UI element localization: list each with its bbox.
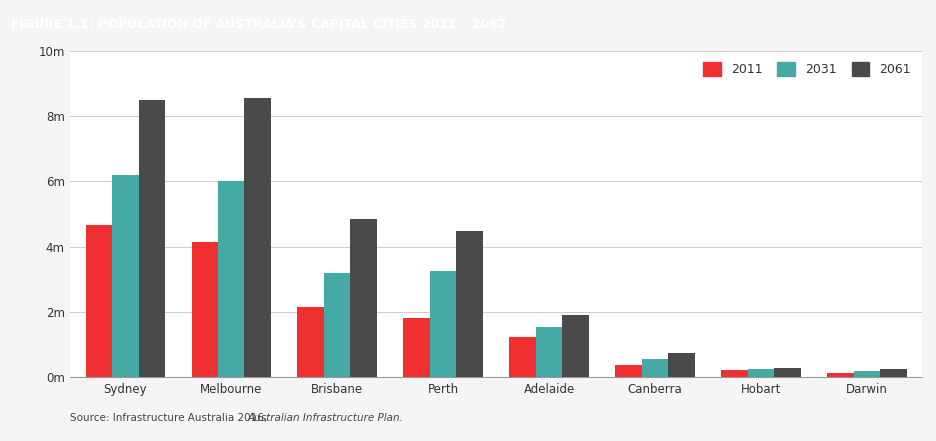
Bar — [350, 219, 377, 377]
Legend: 2011, 2031, 2061: 2011, 2031, 2061 — [698, 57, 915, 82]
Bar — [218, 181, 244, 377]
Bar — [112, 175, 139, 377]
Bar — [615, 365, 642, 377]
Bar — [430, 271, 457, 377]
Bar — [748, 369, 774, 377]
Text: Source: Infrastructure Australia 2016,: Source: Infrastructure Australia 2016, — [70, 413, 271, 423]
Bar — [722, 370, 748, 377]
Bar — [535, 327, 563, 377]
Text: Australian Infrastructure Plan.: Australian Infrastructure Plan. — [247, 413, 403, 423]
Bar — [457, 231, 483, 377]
Bar — [85, 225, 112, 377]
Bar — [244, 98, 271, 377]
Bar — [642, 359, 668, 377]
Bar — [324, 273, 350, 377]
Bar — [509, 337, 535, 377]
Text: FIGURE 1.1: POPULATION OF AUSTRALIA’S CAPITAL CITIES 2011 – 2062: FIGURE 1.1: POPULATION OF AUSTRALIA’S CA… — [11, 18, 506, 30]
Bar — [668, 353, 695, 377]
Bar — [827, 373, 854, 377]
Bar — [774, 368, 800, 377]
Bar — [563, 315, 589, 377]
Bar — [880, 369, 907, 377]
Bar — [403, 318, 430, 377]
Bar — [298, 307, 324, 377]
Bar — [854, 370, 880, 377]
Bar — [139, 100, 165, 377]
Bar — [192, 242, 218, 377]
